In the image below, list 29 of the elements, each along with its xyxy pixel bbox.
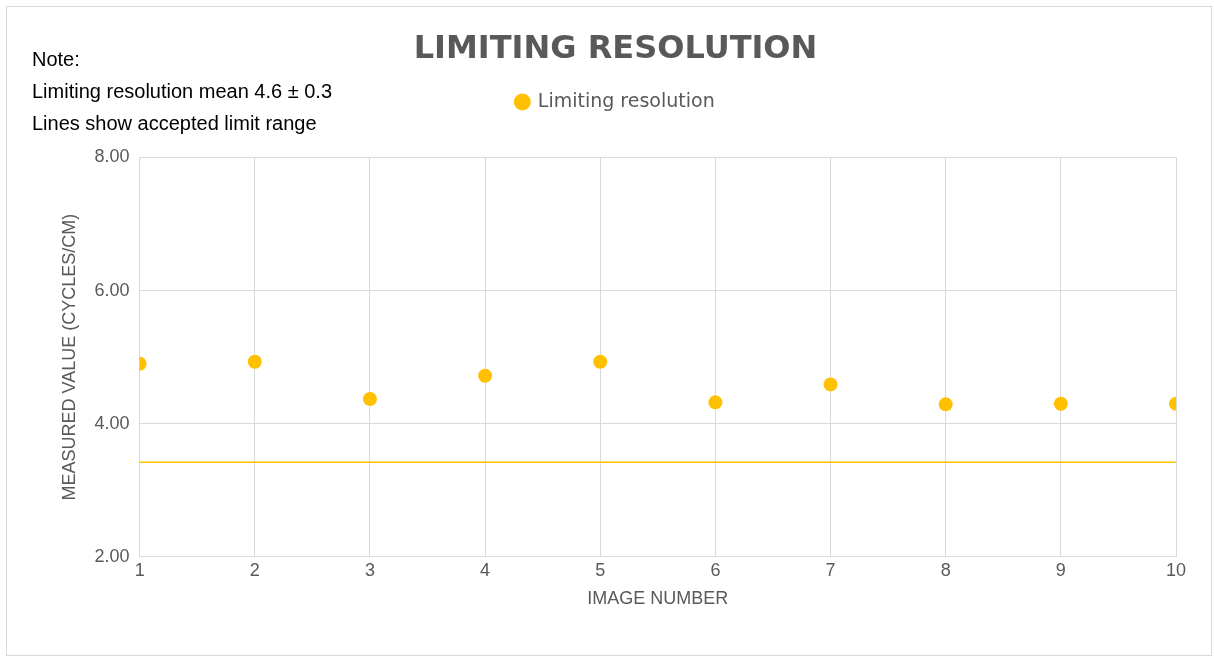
point [823, 377, 838, 392]
x-tick-label: 5 [595, 559, 606, 580]
x-tick-label: 8 [940, 559, 951, 580]
x-tick-label: 10 [1165, 559, 1187, 580]
point [708, 395, 723, 410]
y-tick-label: 4.00 [94, 412, 130, 433]
point [362, 392, 377, 407]
text: Lines show accepted limit range [32, 112, 317, 135]
legend-label: Limiting resolution [537, 88, 715, 111]
point [593, 354, 608, 369]
y-tick-label: 8.00 [94, 146, 130, 167]
point [938, 397, 953, 412]
y-tick-label: 2.00 [94, 545, 130, 566]
y-tick-label: 6.00 [94, 279, 130, 300]
x-tick-label: 6 [710, 559, 721, 580]
text: Limiting resolution mean 4.6 ± 0.3 [32, 80, 333, 103]
x-tick-label: 3 [364, 559, 375, 580]
chart-title: LIMITING RESOLUTION [413, 27, 818, 66]
x-tick-label: 9 [1055, 559, 1066, 580]
point [1053, 396, 1068, 411]
text: Note: [32, 48, 80, 71]
x-tick-label: 1 [134, 559, 145, 580]
y-axis-title: MEASURED VALUE (CYCLES/CM) [58, 213, 79, 501]
x-tick-label: 2 [249, 559, 260, 580]
point [247, 354, 262, 369]
point [478, 368, 493, 383]
x-axis-title: IMAGE NUMBER [587, 588, 729, 609]
x-tick-label: 4 [480, 559, 491, 580]
x-tick-label: 7 [825, 559, 836, 580]
